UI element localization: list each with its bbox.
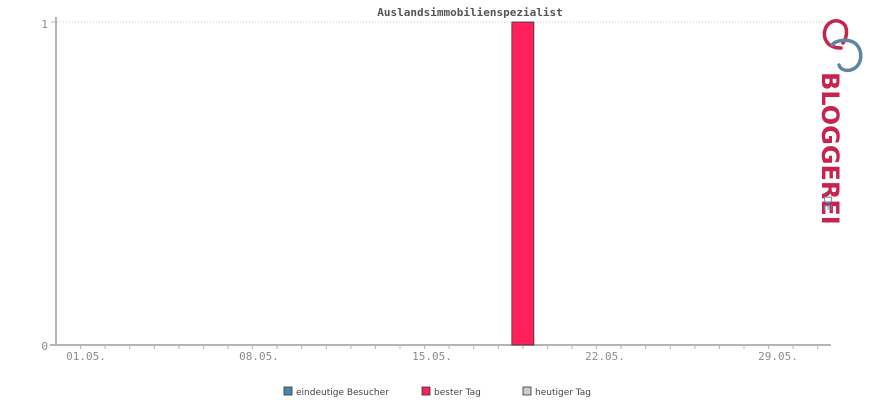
logo-wordmark: BLOGGEREI — [816, 72, 844, 225]
y-tick-label-0: 0 — [41, 340, 48, 353]
logo-domain-suffix: .DE — [821, 192, 834, 211]
bloggerei-speech-bubble-icon — [822, 19, 863, 73]
bar-bester-tag-1905 — [511, 21, 535, 346]
legend-label-bester-tag: bester Tag — [434, 388, 481, 398]
x-tick-label-22-05: 22.05. — [585, 350, 625, 363]
x-tick-label-01-05: 01.05. — [66, 350, 106, 363]
chart-title: Auslandsimmobilienspezialist — [377, 6, 562, 19]
bloggerei-logo: BLOGGEREI .DE — [816, 19, 863, 225]
legend-label-eindeutige-besucher: eindeutige Besucher — [296, 388, 389, 398]
legend-swatch-eindeutige-besucher — [283, 386, 293, 396]
x-tick-label-15-05: 15.05. — [412, 350, 452, 363]
x-tick-label-29-05: 29.05. — [758, 350, 798, 363]
x-tick-label-08-05: 08.05. — [239, 350, 279, 363]
y-tick-label-1: 1 — [41, 18, 48, 31]
legend: eindeutige Besucher bester Tag heutiger … — [283, 386, 591, 398]
legend-swatch-heutiger-tag — [522, 386, 532, 396]
legend-label-heutiger-tag: heutiger Tag — [535, 388, 591, 398]
x-tick-marks — [80, 345, 819, 349]
bars — [511, 21, 535, 346]
legend-swatch-bester-tag — [421, 386, 431, 396]
